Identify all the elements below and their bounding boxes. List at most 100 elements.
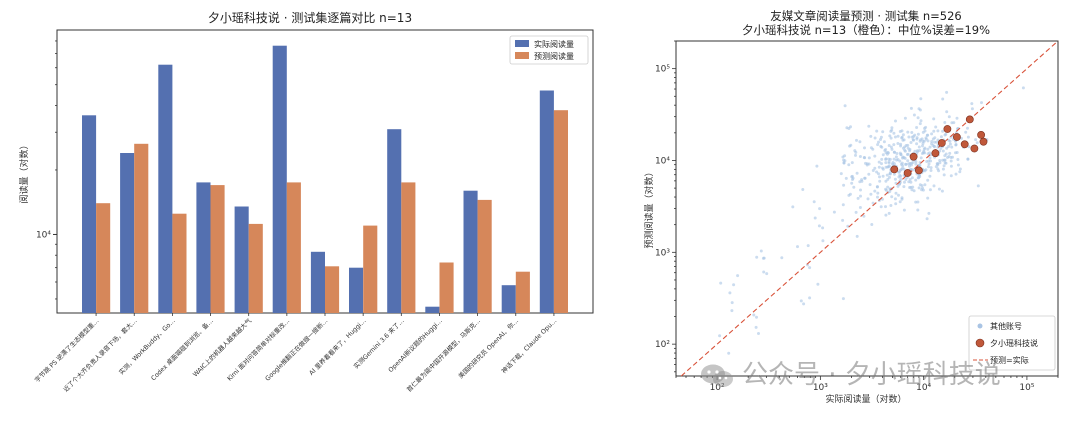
scatter-chart-subtitle: 夕小瑶科技说 n=13（橙色）：中位%误差=19%	[742, 23, 990, 37]
scatter-point-other	[849, 125, 852, 129]
scatter-point-other	[908, 164, 911, 168]
scatter-point-other	[754, 325, 758, 329]
scatter-point-other	[884, 157, 888, 161]
bar-x-tick-label: 首仁最为能中国开源模型，马斯克…	[404, 316, 482, 394]
scatter-point-other	[884, 179, 888, 183]
scatter-x-tick-label: 10²	[710, 383, 725, 393]
scatter-point-other	[799, 299, 803, 303]
scatter-point-other	[947, 145, 951, 148]
scatter-y-tick-label: 10⁵	[655, 65, 670, 75]
scatter-point-other	[906, 143, 910, 147]
scatter-point-other	[867, 156, 871, 160]
scatter-point-other	[881, 166, 884, 170]
scatter-point-other	[926, 178, 930, 182]
scatter-point-other	[894, 119, 897, 123]
scatter-point-other	[923, 146, 927, 150]
scatter-point-other	[815, 164, 819, 168]
scatter-point-other	[938, 159, 942, 162]
scatter-point-other	[980, 101, 983, 105]
scatter-point-other	[843, 104, 847, 108]
scatter-point-other	[855, 234, 859, 238]
scatter-point-other	[877, 160, 881, 164]
scatter-point-other	[886, 165, 890, 169]
bar-predicted-1	[134, 143, 149, 313]
bar-actual-9	[425, 306, 440, 313]
scatter-point-other	[855, 171, 859, 175]
scatter-point-other	[928, 145, 932, 149]
scatter-point-other	[970, 102, 974, 106]
scatter-point-other	[866, 197, 870, 201]
scatter-point-other	[916, 132, 920, 136]
scatter-point-other	[915, 136, 919, 140]
scatter-x-ticks: 10² 10³ 10⁴ 10⁵	[675, 376, 1059, 393]
scatter-point-other	[875, 185, 879, 189]
scatter-point-other	[926, 165, 930, 169]
scatter-point-other	[938, 161, 942, 165]
scatter-point-main-6	[943, 125, 952, 133]
bar-series-group	[82, 45, 568, 313]
scatter-point-other	[888, 172, 892, 176]
scatter-point-other	[885, 173, 889, 177]
scatter-point-other	[890, 126, 894, 130]
scatter-point-other	[920, 137, 924, 141]
scatter-point-other	[924, 125, 928, 129]
scatter-point-other	[806, 244, 810, 248]
scatter-point-other	[868, 183, 872, 187]
scatter-point-main-1	[903, 169, 912, 177]
scatter-point-other	[943, 121, 947, 124]
wechat-icon	[701, 364, 733, 387]
scatter-point-other	[906, 159, 910, 163]
bar-actual-5	[272, 45, 287, 313]
scatter-point-other	[966, 157, 970, 161]
scatter-point-main-0	[890, 165, 899, 174]
scatter-point-other	[850, 181, 854, 185]
scatter-point-other	[949, 164, 953, 168]
scatter-point-other	[976, 184, 980, 188]
scatter-x-tick-label: 10⁴	[916, 383, 931, 393]
scatter-point-other	[923, 183, 927, 187]
scatter-other-accounts	[718, 86, 1025, 355]
scatter-point-other	[954, 143, 958, 146]
scatter-point-other	[862, 156, 866, 159]
scatter-point-other	[802, 302, 806, 306]
bar-x-tick-label: Kimi 面对问答简单对标重改…	[225, 316, 291, 382]
scatter-point-other	[842, 161, 846, 165]
scatter-point-other	[899, 144, 903, 148]
bar-x-tick-label: Codex 桌面端碰到浏览、备…	[149, 316, 215, 382]
scatter-point-other	[958, 167, 962, 171]
bar-actual-4	[234, 206, 249, 313]
scatter-point-other	[907, 135, 911, 139]
scatter-point-other	[854, 150, 858, 154]
scatter-point-other	[863, 146, 866, 150]
watermark-text: 公众号 · 夕小瑶科技说	[742, 360, 1001, 390]
scatter-point-other	[728, 291, 732, 295]
scatter-point-other	[821, 226, 825, 230]
scatter-point-other	[854, 210, 858, 214]
scatter-point-other	[956, 163, 960, 167]
scatter-point-other	[951, 155, 954, 159]
scatter-y-tick-label: 10⁴	[655, 156, 670, 166]
scatter-point-other	[761, 256, 765, 260]
scatter-point-other	[869, 192, 873, 196]
scatter-identity-line	[680, 40, 1059, 377]
scatter-point-other	[842, 183, 846, 187]
scatter-point-other	[934, 125, 938, 129]
scatter-point-other	[941, 158, 945, 162]
scatter-point-other	[757, 332, 760, 335]
scatter-point-other	[873, 189, 877, 193]
scatter-point-other	[964, 130, 968, 134]
scatter-point-other	[917, 186, 921, 190]
scatter-point-other	[888, 175, 891, 179]
scatter-point-other	[884, 205, 887, 209]
scatter-point-other	[932, 184, 936, 188]
scatter-point-other	[918, 139, 922, 143]
scatter-point-other	[879, 138, 882, 141]
scatter-point-other	[889, 145, 893, 149]
scatter-point-other	[925, 217, 929, 221]
scatter-point-other	[904, 162, 908, 166]
scatter-point-other	[910, 176, 914, 180]
scatter-point-main-12	[979, 137, 988, 146]
scatter-point-other	[801, 188, 805, 191]
scatter-point-other	[887, 144, 891, 147]
scatter-point-other	[974, 138, 978, 142]
